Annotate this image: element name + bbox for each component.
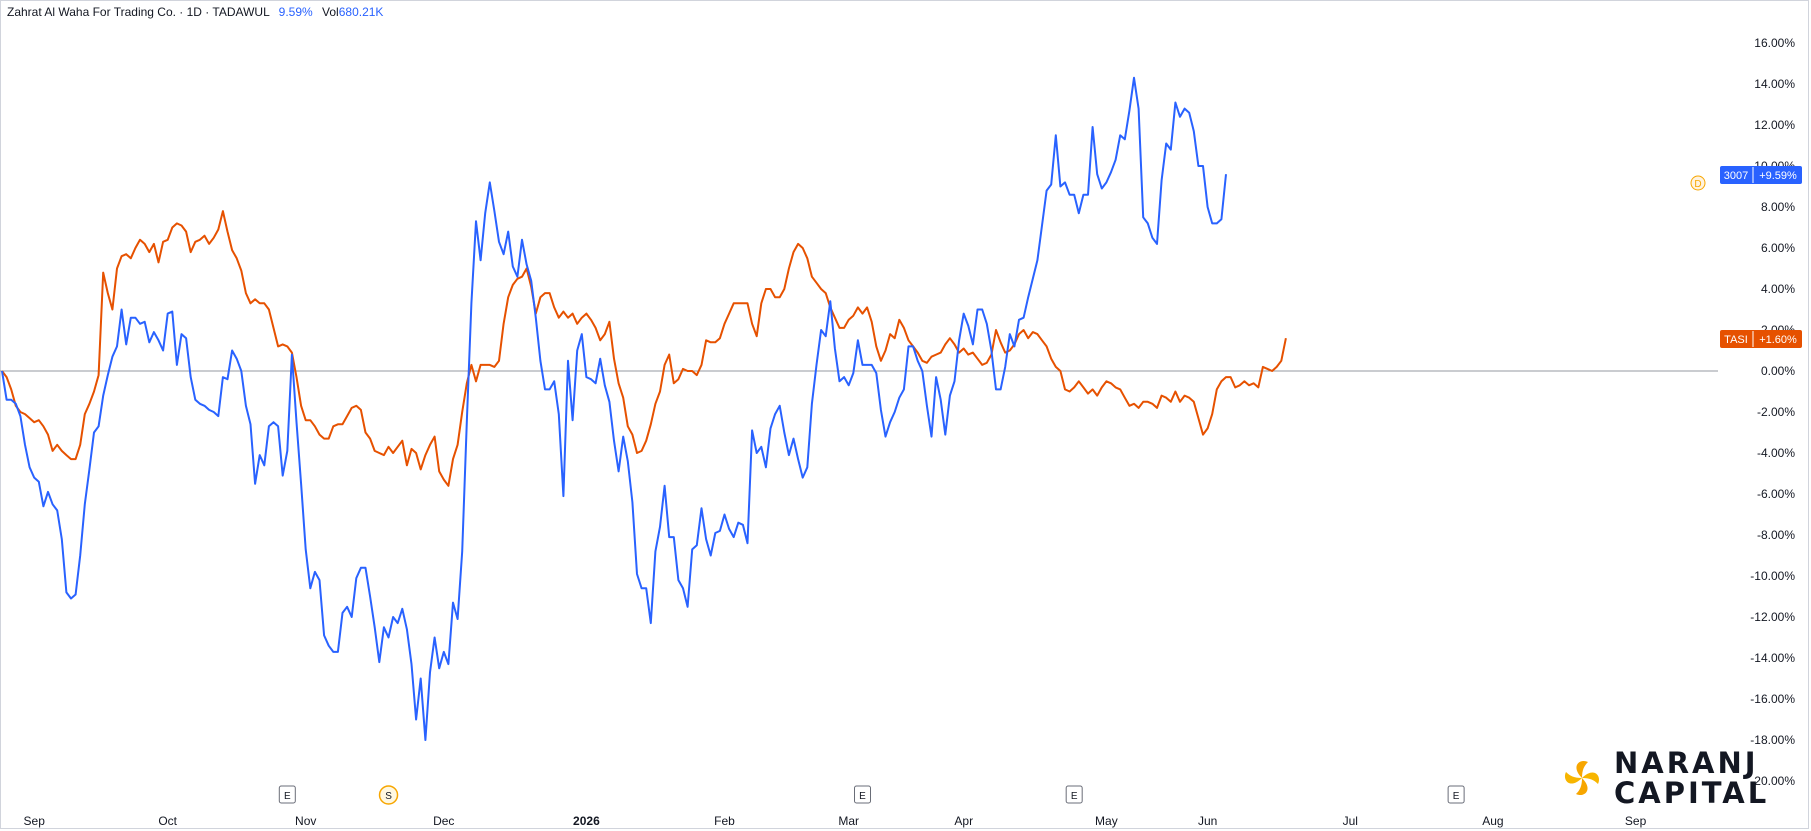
logo-mark-icon bbox=[1560, 756, 1604, 800]
logo-text: NARANJ CAPITAL bbox=[1614, 748, 1769, 808]
y-tick-label: -4.00% bbox=[1757, 446, 1795, 460]
y-tick-label: 8.00% bbox=[1761, 200, 1795, 214]
dividend-marker-label: D bbox=[1694, 179, 1701, 190]
y-tick-label: -18.00% bbox=[1750, 733, 1795, 747]
x-tick-label: Oct bbox=[158, 814, 177, 828]
x-tick-label: Dec bbox=[433, 814, 454, 828]
series-line-3007[interactable] bbox=[1, 76, 1227, 741]
logo-line-1: NARANJ bbox=[1614, 746, 1759, 780]
earnings-event-marker[interactable]: E bbox=[1447, 785, 1465, 804]
dividend-marker[interactable]: D bbox=[1690, 175, 1706, 191]
x-tick-label: Nov bbox=[295, 814, 316, 828]
svg-text:E: E bbox=[1071, 791, 1078, 802]
svg-text:S: S bbox=[385, 791, 392, 802]
split-event-marker[interactable]: S bbox=[378, 785, 399, 805]
change-value: 9.59% bbox=[278, 5, 313, 19]
y-tick-label: -10.00% bbox=[1750, 569, 1795, 583]
logo-line-2: CAPITAL bbox=[1614, 776, 1770, 810]
x-tick-label: 2026 bbox=[573, 814, 600, 828]
tag-main-value: +9.59% bbox=[1759, 170, 1797, 182]
x-axis[interactable]: Sep Oct Nov Dec 2026 Feb Mar Apr May Jun Jul Aug Sep bbox=[24, 814, 1647, 828]
y-tick-label: -2.00% bbox=[1757, 405, 1795, 419]
x-tick-label: Aug bbox=[1482, 814, 1503, 828]
y-tick-label: -20.00% bbox=[1750, 774, 1795, 788]
earnings-event-marker[interactable]: E bbox=[854, 785, 872, 804]
y-tick-label: -6.00% bbox=[1757, 487, 1795, 501]
y-tick-label: 0.00% bbox=[1761, 364, 1795, 378]
price-tag-3007: 3007 +9.59% bbox=[1720, 166, 1802, 184]
tag-compare-value: +1.60% bbox=[1759, 334, 1797, 346]
price-tag-tasi: TASI +1.60% bbox=[1720, 330, 1802, 348]
x-tick-label: Mar bbox=[838, 814, 859, 828]
svg-text:E: E bbox=[284, 791, 291, 802]
y-tick-label: 14.00% bbox=[1754, 77, 1795, 91]
y-tick-label: 6.00% bbox=[1761, 241, 1795, 255]
tag-compare-name: TASI bbox=[1724, 334, 1748, 346]
volume-label: Vol bbox=[322, 5, 339, 19]
y-axis[interactable]: 16.00%14.00%12.00%10.00%8.00%6.00%4.00%2… bbox=[1750, 36, 1795, 788]
y-tick-label: -12.00% bbox=[1750, 610, 1795, 624]
chart-header: Zahrat Al Waha For Trading Co. · 1D · TA… bbox=[7, 5, 383, 19]
tag-main-name: 3007 bbox=[1724, 170, 1748, 182]
earnings-event-marker[interactable]: E bbox=[278, 785, 296, 804]
y-tick-label: -8.00% bbox=[1757, 528, 1795, 542]
volume-value: 680.21K bbox=[338, 5, 384, 19]
y-tick-label: 4.00% bbox=[1761, 282, 1795, 296]
x-tick-label: Sep bbox=[1625, 814, 1647, 828]
y-tick-label: 12.00% bbox=[1754, 118, 1795, 132]
x-tick-label: Sep bbox=[24, 814, 46, 828]
x-tick-label: Jun bbox=[1198, 814, 1217, 828]
earnings-event-marker[interactable]: E bbox=[1065, 785, 1083, 804]
y-tick-label: 16.00% bbox=[1754, 36, 1795, 50]
svg-text:E: E bbox=[859, 791, 866, 802]
x-tick-label: Jul bbox=[1343, 814, 1358, 828]
svg-text:E: E bbox=[1453, 791, 1460, 802]
x-tick-label: Apr bbox=[954, 814, 973, 828]
y-tick-label: -16.00% bbox=[1750, 692, 1795, 706]
symbol-title[interactable]: Zahrat Al Waha For Trading Co. · 1D · TA… bbox=[7, 5, 270, 19]
x-tick-label: May bbox=[1095, 814, 1118, 828]
x-tick-label: Feb bbox=[714, 814, 735, 828]
naranj-capital-logo: NARANJ CAPITAL bbox=[1560, 748, 1769, 808]
series-line-tasi[interactable] bbox=[1, 210, 1287, 487]
y-tick-label: -14.00% bbox=[1750, 651, 1795, 665]
